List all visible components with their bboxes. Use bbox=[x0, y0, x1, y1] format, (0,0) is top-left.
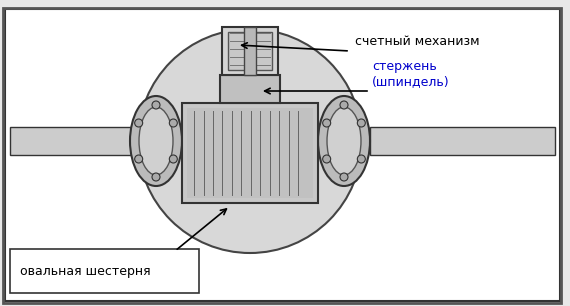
Text: счетный механизм: счетный механизм bbox=[355, 35, 479, 48]
Circle shape bbox=[169, 119, 177, 127]
Bar bbox=[187, 108, 313, 198]
Ellipse shape bbox=[139, 107, 173, 175]
Ellipse shape bbox=[138, 29, 362, 253]
Text: стержень
(шпиндель): стержень (шпиндель) bbox=[372, 60, 450, 88]
Bar bbox=[244, 27, 256, 75]
Bar bbox=[370, 127, 555, 155]
Circle shape bbox=[340, 101, 348, 109]
Ellipse shape bbox=[318, 96, 370, 186]
Bar bbox=[228, 32, 272, 70]
Bar bbox=[222, 27, 278, 75]
Circle shape bbox=[357, 155, 365, 163]
Ellipse shape bbox=[327, 107, 361, 175]
Circle shape bbox=[340, 173, 348, 181]
Circle shape bbox=[152, 173, 160, 181]
Ellipse shape bbox=[130, 96, 182, 186]
Bar bbox=[10, 127, 155, 155]
Text: овальная шестерня: овальная шестерня bbox=[20, 264, 150, 278]
Circle shape bbox=[357, 119, 365, 127]
Circle shape bbox=[152, 101, 160, 109]
Circle shape bbox=[135, 155, 142, 163]
Circle shape bbox=[323, 155, 331, 163]
Bar bbox=[220, 75, 280, 103]
Circle shape bbox=[135, 119, 142, 127]
Bar bbox=[182, 103, 318, 203]
Circle shape bbox=[323, 119, 331, 127]
Circle shape bbox=[169, 155, 177, 163]
FancyBboxPatch shape bbox=[10, 249, 199, 293]
